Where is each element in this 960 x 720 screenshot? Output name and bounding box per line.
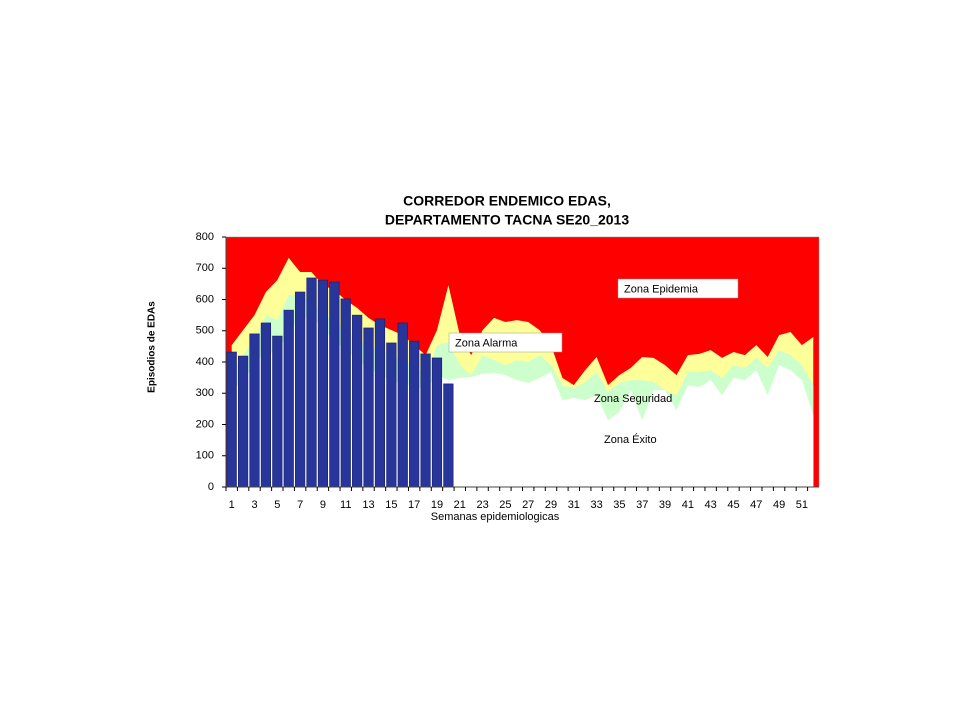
x-tick-label: 15 — [385, 499, 397, 511]
bar — [352, 314, 363, 488]
x-tick-label: 31 — [568, 499, 580, 511]
y-axis-title: Episodios de EDAs — [147, 301, 158, 393]
y-tick-label: 600 — [196, 293, 214, 305]
x-tick-label: 27 — [522, 499, 534, 511]
x-tick-label: 49 — [773, 499, 785, 511]
x-tick-label: 33 — [591, 499, 603, 511]
y-tick-label: 500 — [196, 325, 214, 337]
x-tick-label: 47 — [750, 499, 762, 511]
y-tick-label: 100 — [196, 450, 214, 462]
zone-label: Zona Alarma — [455, 337, 518, 349]
bar — [329, 281, 340, 488]
x-tick-label: 1 — [229, 499, 235, 511]
bar — [226, 351, 237, 488]
x-tick-label: 45 — [727, 499, 739, 511]
zone-label: Zona Éxito — [604, 433, 657, 446]
x-tick-label: 51 — [796, 499, 808, 511]
x-tick-label: 7 — [297, 499, 303, 511]
y-tick-label: 700 — [196, 262, 214, 274]
bar — [409, 340, 420, 488]
bar — [295, 291, 306, 488]
zone-label-box — [617, 278, 739, 299]
y-tick-label: 800 — [196, 231, 214, 243]
x-tick-label: 39 — [659, 499, 671, 511]
x-tick-label: 17 — [408, 499, 420, 511]
bar — [363, 327, 374, 488]
y-tick-label: 0 — [208, 481, 214, 493]
x-tick-label: 41 — [682, 499, 694, 511]
bar — [431, 357, 443, 488]
y-tick-label: 200 — [196, 418, 214, 430]
bar — [260, 322, 272, 488]
x-tick-label: 5 — [274, 499, 280, 511]
x-tick-label: 9 — [320, 499, 326, 511]
bar — [306, 277, 317, 488]
x-tick-label: 25 — [499, 499, 511, 511]
bar — [249, 333, 260, 488]
zone-label-box — [448, 332, 563, 353]
bar — [317, 279, 329, 488]
bar — [374, 318, 386, 488]
bar — [420, 353, 431, 488]
x-tick-label: 3 — [251, 499, 257, 511]
bar — [443, 383, 454, 488]
x-tick-label: 35 — [613, 499, 625, 511]
zone-label: Zona Seguridad — [594, 393, 672, 405]
x-axis-title: Semanas epidemiologicas — [431, 511, 560, 523]
y-tick-label: 300 — [196, 387, 214, 399]
bar — [340, 298, 351, 488]
x-tick-label: 43 — [705, 499, 717, 511]
x-tick-label: 29 — [545, 499, 557, 511]
bar — [397, 322, 408, 488]
x-tick-label: 37 — [636, 499, 648, 511]
chart-title: DEPARTAMENTO TACNA SE20_2013 — [385, 212, 629, 228]
bar — [272, 335, 283, 488]
x-tick-label: 19 — [431, 499, 443, 511]
bar — [238, 355, 249, 488]
x-tick-label: 21 — [454, 499, 466, 511]
zone-label: Zona Epidemia — [624, 283, 699, 295]
bar — [386, 342, 397, 488]
y-tick-label: 400 — [196, 356, 214, 368]
chart-title: CORREDOR ENDEMICO EDAS, — [403, 193, 611, 209]
x-tick-label: 11 — [340, 499, 351, 511]
x-tick-label: 13 — [362, 499, 374, 511]
x-tick-label: 23 — [476, 499, 488, 511]
bar — [283, 309, 294, 488]
